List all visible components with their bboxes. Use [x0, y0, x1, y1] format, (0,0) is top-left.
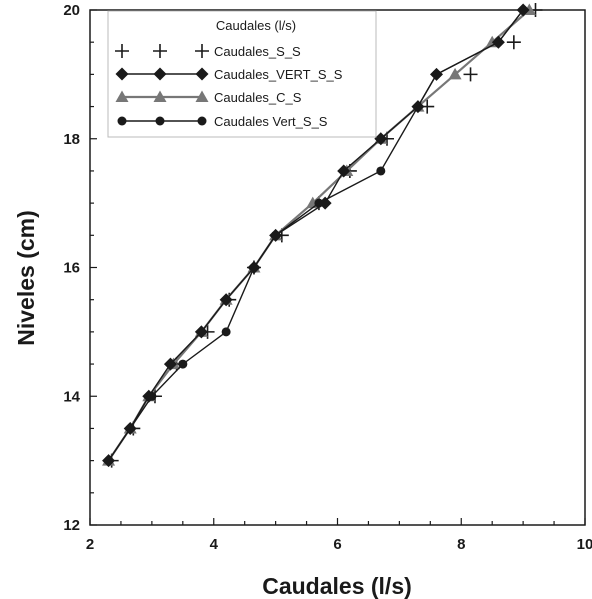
legend-marker — [115, 44, 129, 58]
legend-entry: Caudales Vert_S_S — [117, 114, 328, 129]
data-point — [314, 198, 324, 208]
data-point — [432, 69, 441, 79]
legend-label: Caudales Vert_S_S — [214, 114, 328, 129]
legend-marker — [195, 44, 209, 58]
data-point — [448, 67, 462, 80]
y-tick-label: 18 — [63, 131, 80, 148]
data-point — [104, 456, 114, 466]
data-point — [219, 293, 233, 307]
legend-marker — [153, 44, 167, 58]
data-point — [376, 166, 386, 176]
data-point — [178, 359, 188, 369]
legend: Caudales (l/s) Caudales_S_S Caudales_VERT_… — [107, 10, 377, 138]
legend-marker — [153, 67, 167, 81]
legend-marker — [115, 67, 129, 81]
y-tick-label: 20 — [63, 2, 80, 19]
data-point — [493, 37, 503, 47]
data-point — [221, 327, 231, 337]
legend-marker — [155, 116, 165, 126]
series-layer — [102, 3, 543, 468]
legend-entry: Caudales_S_S — [115, 44, 301, 59]
legend-title: Caudales (l/s) — [216, 18, 296, 33]
data-point — [163, 357, 177, 371]
series-circle — [104, 5, 528, 466]
legend-marker — [197, 116, 207, 126]
x-tick-label: 10 — [577, 536, 592, 553]
x-tick-label: 2 — [86, 536, 94, 553]
data-point — [249, 263, 259, 272]
legend-marker — [115, 90, 129, 102]
x-tick-label: 8 — [457, 536, 465, 553]
data-point — [518, 5, 528, 15]
legend-marker — [195, 90, 209, 102]
data-point — [147, 391, 157, 401]
data-point — [463, 67, 478, 82]
legend-label: Caudales_S_S — [214, 44, 301, 59]
plot-area: 2 4 6 8 10 12 14 16 18 20 — [63, 2, 592, 553]
x-tick-label: 4 — [210, 536, 219, 553]
x-tick-label: 6 — [333, 536, 341, 553]
legend-marker — [153, 90, 167, 102]
legend-marker — [195, 67, 209, 81]
y-axis-title: Niveles (cm) — [13, 210, 39, 346]
legend-label: Caudales_C_S — [214, 90, 302, 105]
data-point — [374, 132, 388, 146]
data-point — [506, 35, 521, 50]
y-tick-label: 16 — [63, 260, 80, 277]
data-point — [271, 230, 281, 240]
x-axis-title: Caudales (l/s) — [262, 573, 412, 599]
legend-entry: Caudales_C_S — [115, 90, 302, 105]
legend-marker — [117, 116, 127, 126]
legend-entry: Caudales_VERT_S_S — [115, 67, 343, 82]
legend-label: Caudales_VERT_S_S — [214, 67, 343, 82]
y-tick-label: 12 — [63, 517, 80, 534]
data-point — [194, 325, 208, 339]
y-tick-label: 14 — [63, 388, 80, 405]
data-point — [337, 164, 351, 178]
